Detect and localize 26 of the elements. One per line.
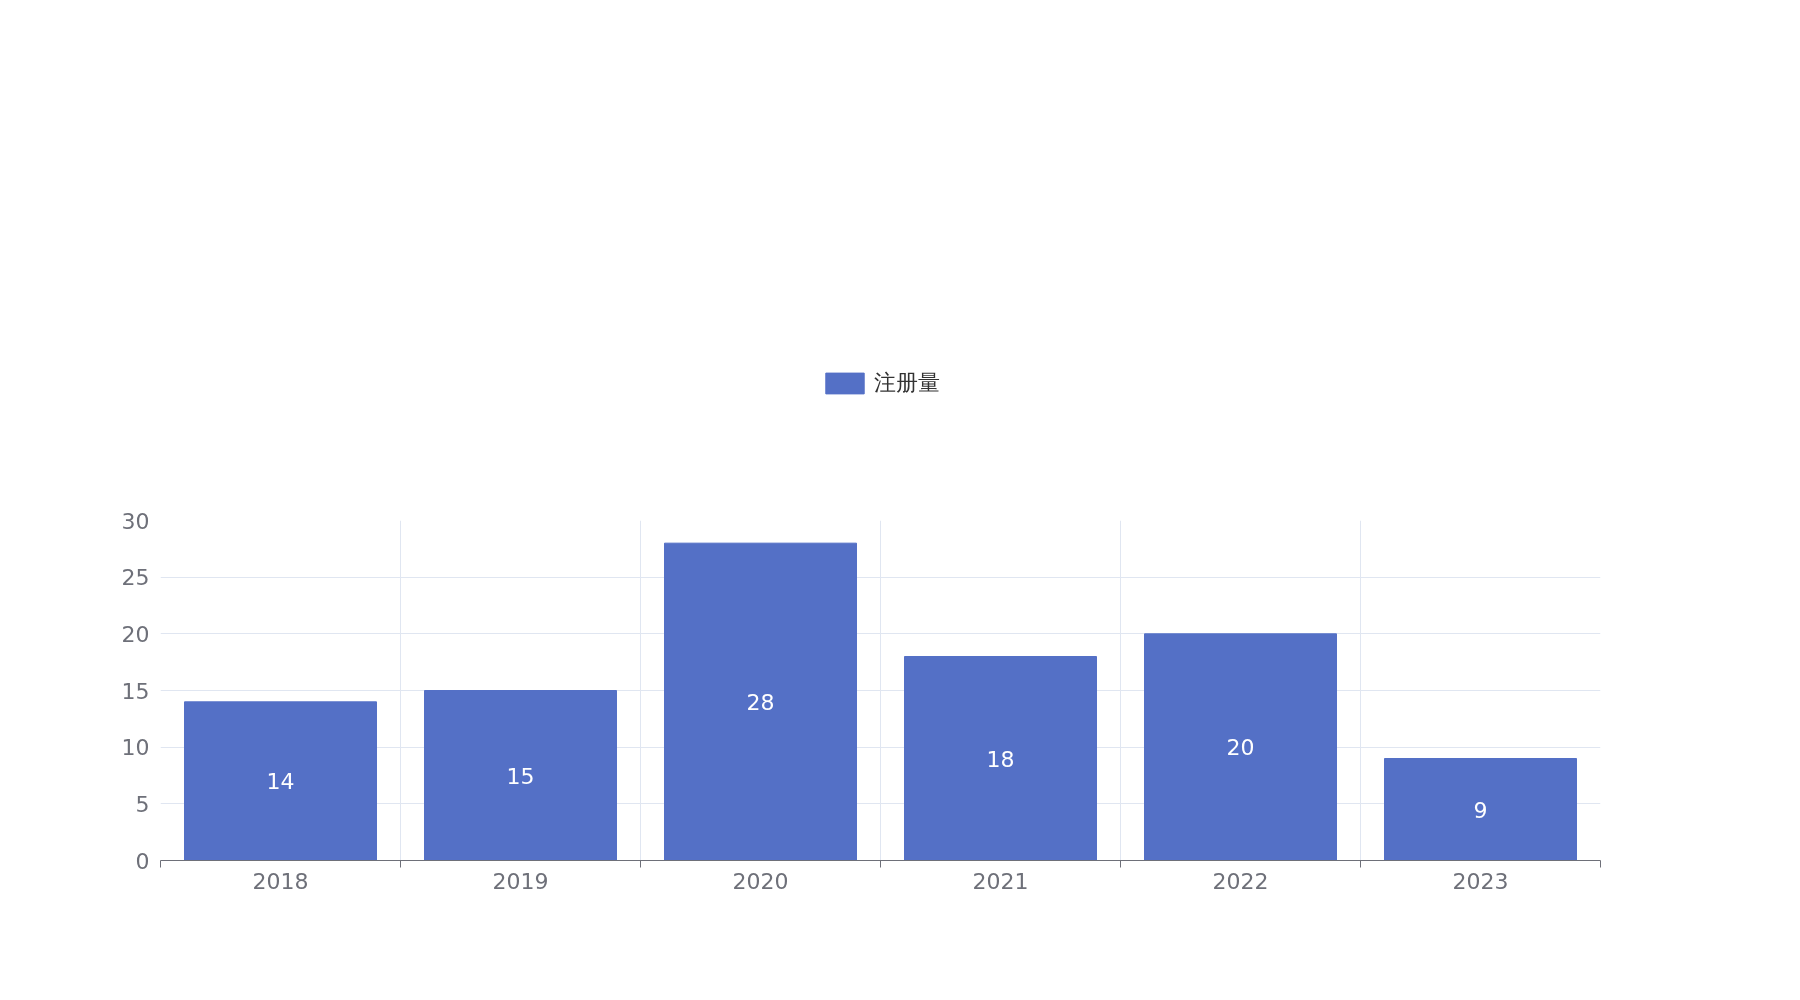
- data-label: 15: [506, 763, 535, 789]
- legend-label: 注册量: [873, 368, 940, 397]
- y-tick-label: 25: [121, 565, 150, 591]
- data-label: 18: [986, 746, 1015, 772]
- y-tick-label: 5: [135, 791, 150, 817]
- x-tick-label: 2020: [732, 868, 789, 894]
- y-tick-label: 10: [121, 735, 150, 761]
- bar: [664, 542, 857, 861]
- data-label: 20: [1226, 735, 1255, 761]
- y-tick-label: 30: [121, 508, 150, 534]
- x-tick-label: 2023: [1452, 868, 1509, 894]
- bar: [424, 690, 617, 861]
- data-label: 14: [266, 769, 295, 795]
- y-tick-label: 20: [121, 621, 150, 647]
- y-tick-label: 15: [121, 678, 150, 704]
- x-tick-label: 2021: [972, 868, 1029, 894]
- bar: [1144, 633, 1337, 861]
- x-tick-label: 2022: [1212, 868, 1269, 894]
- y-tick-label: 0: [135, 848, 150, 874]
- data-label: 9: [1473, 797, 1488, 823]
- bar: [184, 701, 377, 861]
- x-tick-label: 2019: [492, 868, 549, 894]
- bar: [904, 656, 1097, 861]
- data-label: 28: [746, 689, 775, 715]
- x-tick-label: 2018: [252, 868, 309, 894]
- bar: [1384, 758, 1577, 861]
